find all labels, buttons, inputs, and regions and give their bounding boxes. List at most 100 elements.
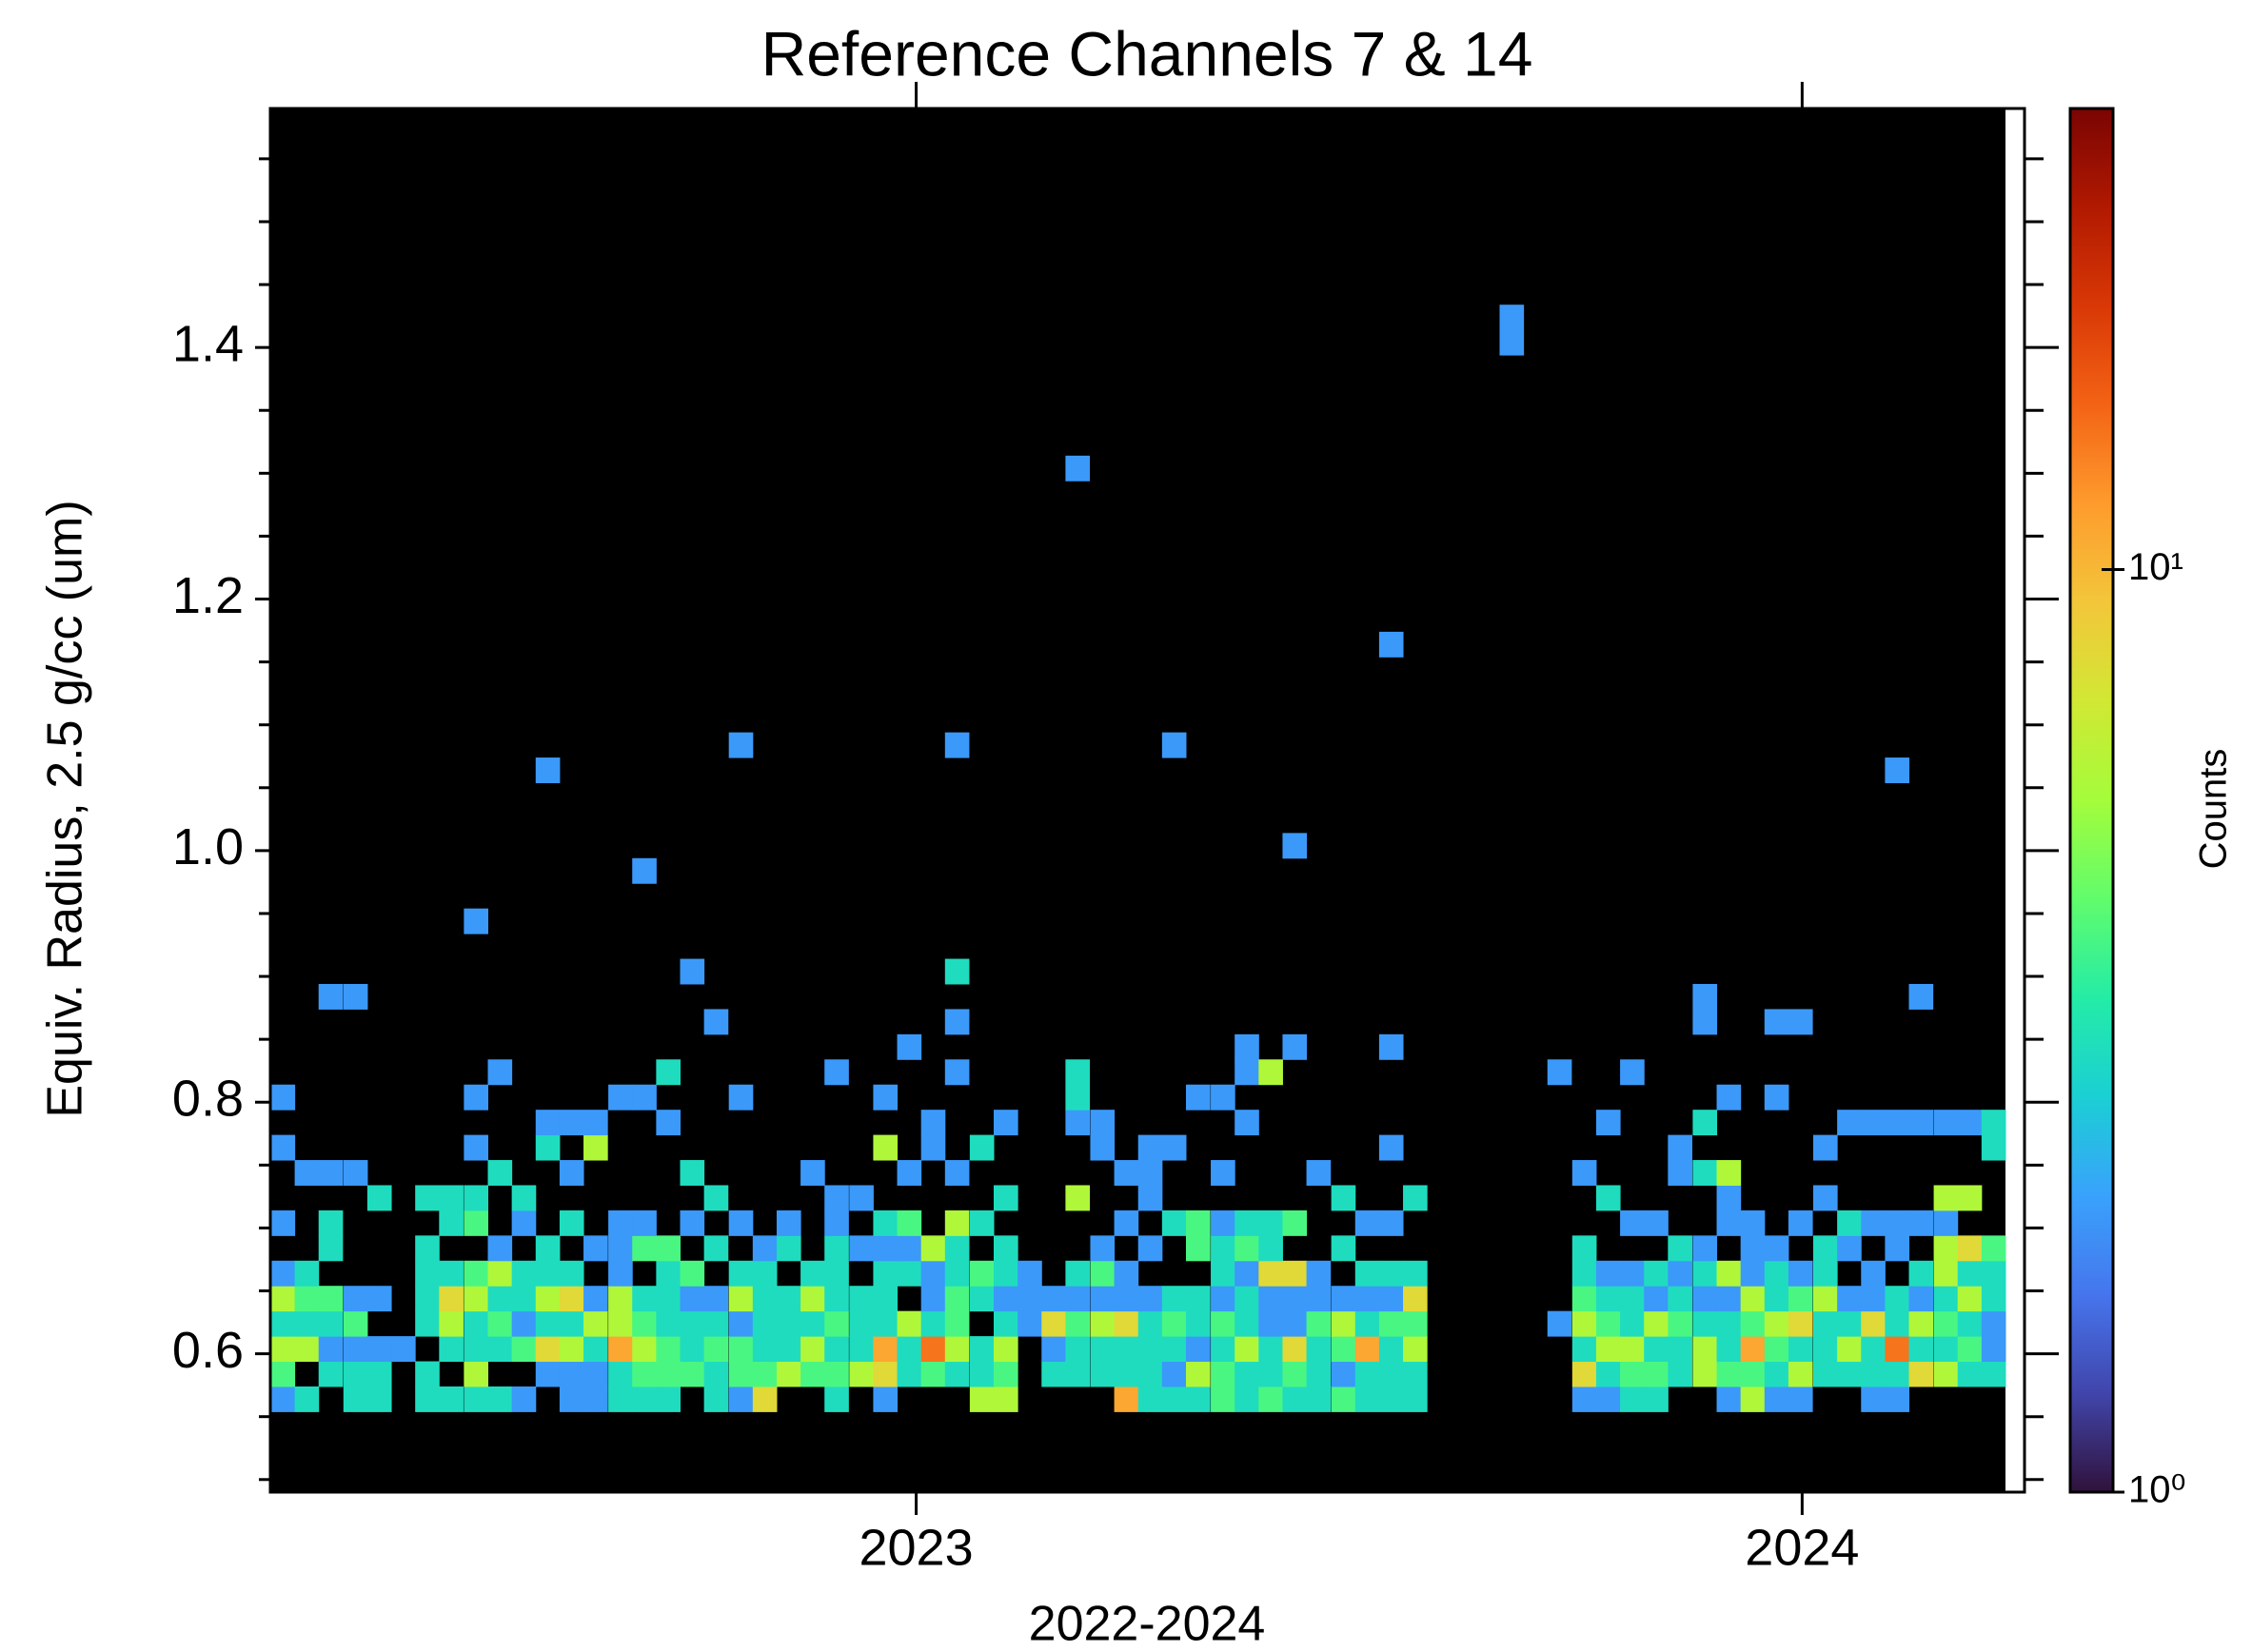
heatmap-cell xyxy=(535,1235,561,1262)
heatmap-cell xyxy=(415,1185,440,1211)
heatmap-cell xyxy=(1788,1336,1813,1363)
heatmap-cell xyxy=(1017,1286,1042,1312)
heatmap-cell xyxy=(439,1260,464,1287)
heatmap-cell xyxy=(656,1260,681,1287)
heatmap-cell xyxy=(1885,1336,1910,1363)
heatmap-cell xyxy=(680,1260,705,1287)
heatmap-cell xyxy=(1885,1386,1910,1412)
heatmap-cell xyxy=(1258,1361,1283,1387)
heatmap-cell xyxy=(1378,1361,1404,1387)
heatmap-cell xyxy=(1908,983,1934,1010)
heatmap-cell xyxy=(944,958,970,985)
heatmap-cell xyxy=(1354,1386,1380,1412)
heatmap-cell xyxy=(1908,1336,1934,1363)
heatmap-cell xyxy=(728,1210,754,1236)
heatmap-cell xyxy=(270,1286,296,1312)
heatmap-cell xyxy=(294,1386,320,1412)
heatmap-cell xyxy=(1957,1260,1983,1287)
heatmap-cell xyxy=(1354,1310,1380,1337)
heatmap-cell xyxy=(1716,1386,1742,1412)
heatmap-cell xyxy=(1620,1210,1645,1236)
heatmap-cell xyxy=(752,1361,778,1387)
heatmap-cell xyxy=(1211,1235,1235,1262)
heatmap-cell xyxy=(1235,1110,1259,1136)
heatmap-cell xyxy=(1740,1260,1766,1287)
heatmap-cell xyxy=(535,1361,561,1387)
heatmap-cell xyxy=(1861,1260,1886,1287)
heatmap-cell xyxy=(608,1084,633,1111)
heatmap-cell xyxy=(703,1310,729,1337)
heatmap-cell xyxy=(559,1310,584,1337)
heatmap-cell xyxy=(1185,1336,1211,1363)
heatmap-cell xyxy=(873,1361,899,1387)
heatmap-cell xyxy=(1306,1361,1332,1387)
heatmap-cell xyxy=(944,1160,970,1186)
heatmap-cell xyxy=(1211,1260,1235,1287)
heatmap-cell xyxy=(464,1185,489,1211)
heatmap-cell xyxy=(1090,1310,1116,1337)
heatmap-cell xyxy=(1716,1361,1742,1387)
heatmap-cell xyxy=(464,1286,489,1312)
heatmap-cell xyxy=(776,1286,801,1312)
heatmap-cell xyxy=(1403,1336,1428,1363)
heatmap-cell xyxy=(1211,1386,1235,1412)
heatmap-cell xyxy=(1161,1134,1187,1161)
heatmap-cell xyxy=(1185,1386,1211,1412)
heatmap-cell xyxy=(1740,1235,1766,1262)
heatmap-cell xyxy=(1090,1286,1116,1312)
heatmap-cell xyxy=(849,1310,874,1337)
heatmap-cell xyxy=(1813,1185,1838,1211)
heatmap-cell xyxy=(969,1386,995,1412)
heatmap-cell xyxy=(1933,1110,1959,1136)
heatmap-cell xyxy=(343,1336,368,1363)
heatmap-cell xyxy=(897,1361,922,1387)
heatmap-cell xyxy=(511,1336,537,1363)
heatmap-cell xyxy=(944,1235,970,1262)
heatmap-cell xyxy=(1114,1260,1139,1287)
heatmap-cell xyxy=(752,1310,778,1337)
heatmap-cell xyxy=(1692,1336,1718,1363)
heatmap-cell xyxy=(1908,1310,1934,1337)
heatmap-cell xyxy=(1306,1310,1332,1337)
heatmap-cell xyxy=(1571,1160,1597,1186)
heatmap-cell xyxy=(1235,1361,1259,1387)
heatmap-cell xyxy=(1740,1286,1766,1312)
heatmap-cell xyxy=(1764,1009,1789,1035)
heatmap-cell xyxy=(1137,1235,1163,1262)
heatmap-cell xyxy=(824,1386,849,1412)
heatmap-cell xyxy=(439,1336,464,1363)
heatmap-cell xyxy=(487,1336,513,1363)
heatmap-cell xyxy=(559,1386,584,1412)
heatmap-cell xyxy=(1595,1310,1621,1337)
heatmap-cell xyxy=(1065,1361,1091,1387)
heatmap-cell xyxy=(1837,1110,1862,1136)
heatmap-cell xyxy=(1041,1361,1066,1387)
heatmap-cell xyxy=(873,1084,899,1111)
heatmap-cell xyxy=(1644,1260,1669,1287)
heatmap-cell xyxy=(1114,1336,1139,1363)
heatmap-cell xyxy=(464,1084,489,1111)
heatmap-cell xyxy=(1065,1260,1091,1287)
heatmap-cell xyxy=(1065,1336,1091,1363)
heatmap-cell xyxy=(1981,1286,2006,1312)
heatmap-cell xyxy=(944,1310,970,1337)
heatmap-cell xyxy=(1041,1310,1066,1337)
heatmap-cell xyxy=(824,1361,849,1387)
heatmap-cell xyxy=(776,1361,801,1387)
heatmap-cell xyxy=(1017,1260,1042,1287)
heatmap-cell xyxy=(318,1361,344,1387)
heatmap-cell xyxy=(1306,1160,1332,1186)
heatmap-cell xyxy=(656,1361,681,1387)
heatmap-cell xyxy=(944,1336,970,1363)
heatmap-cell xyxy=(270,1260,296,1287)
heatmap-cell xyxy=(680,1160,705,1186)
heatmap-cell xyxy=(487,1160,513,1186)
heatmap-cell xyxy=(873,1260,899,1287)
heatmap-cell xyxy=(1403,1185,1428,1211)
heatmap-cell xyxy=(969,1134,995,1161)
heatmap-cell xyxy=(1668,1260,1692,1287)
heatmap-cell xyxy=(1837,1286,1862,1312)
heatmap-cell xyxy=(1764,1386,1789,1412)
heatmap-cell xyxy=(1403,1386,1428,1412)
heatmap-cell xyxy=(608,1310,633,1337)
